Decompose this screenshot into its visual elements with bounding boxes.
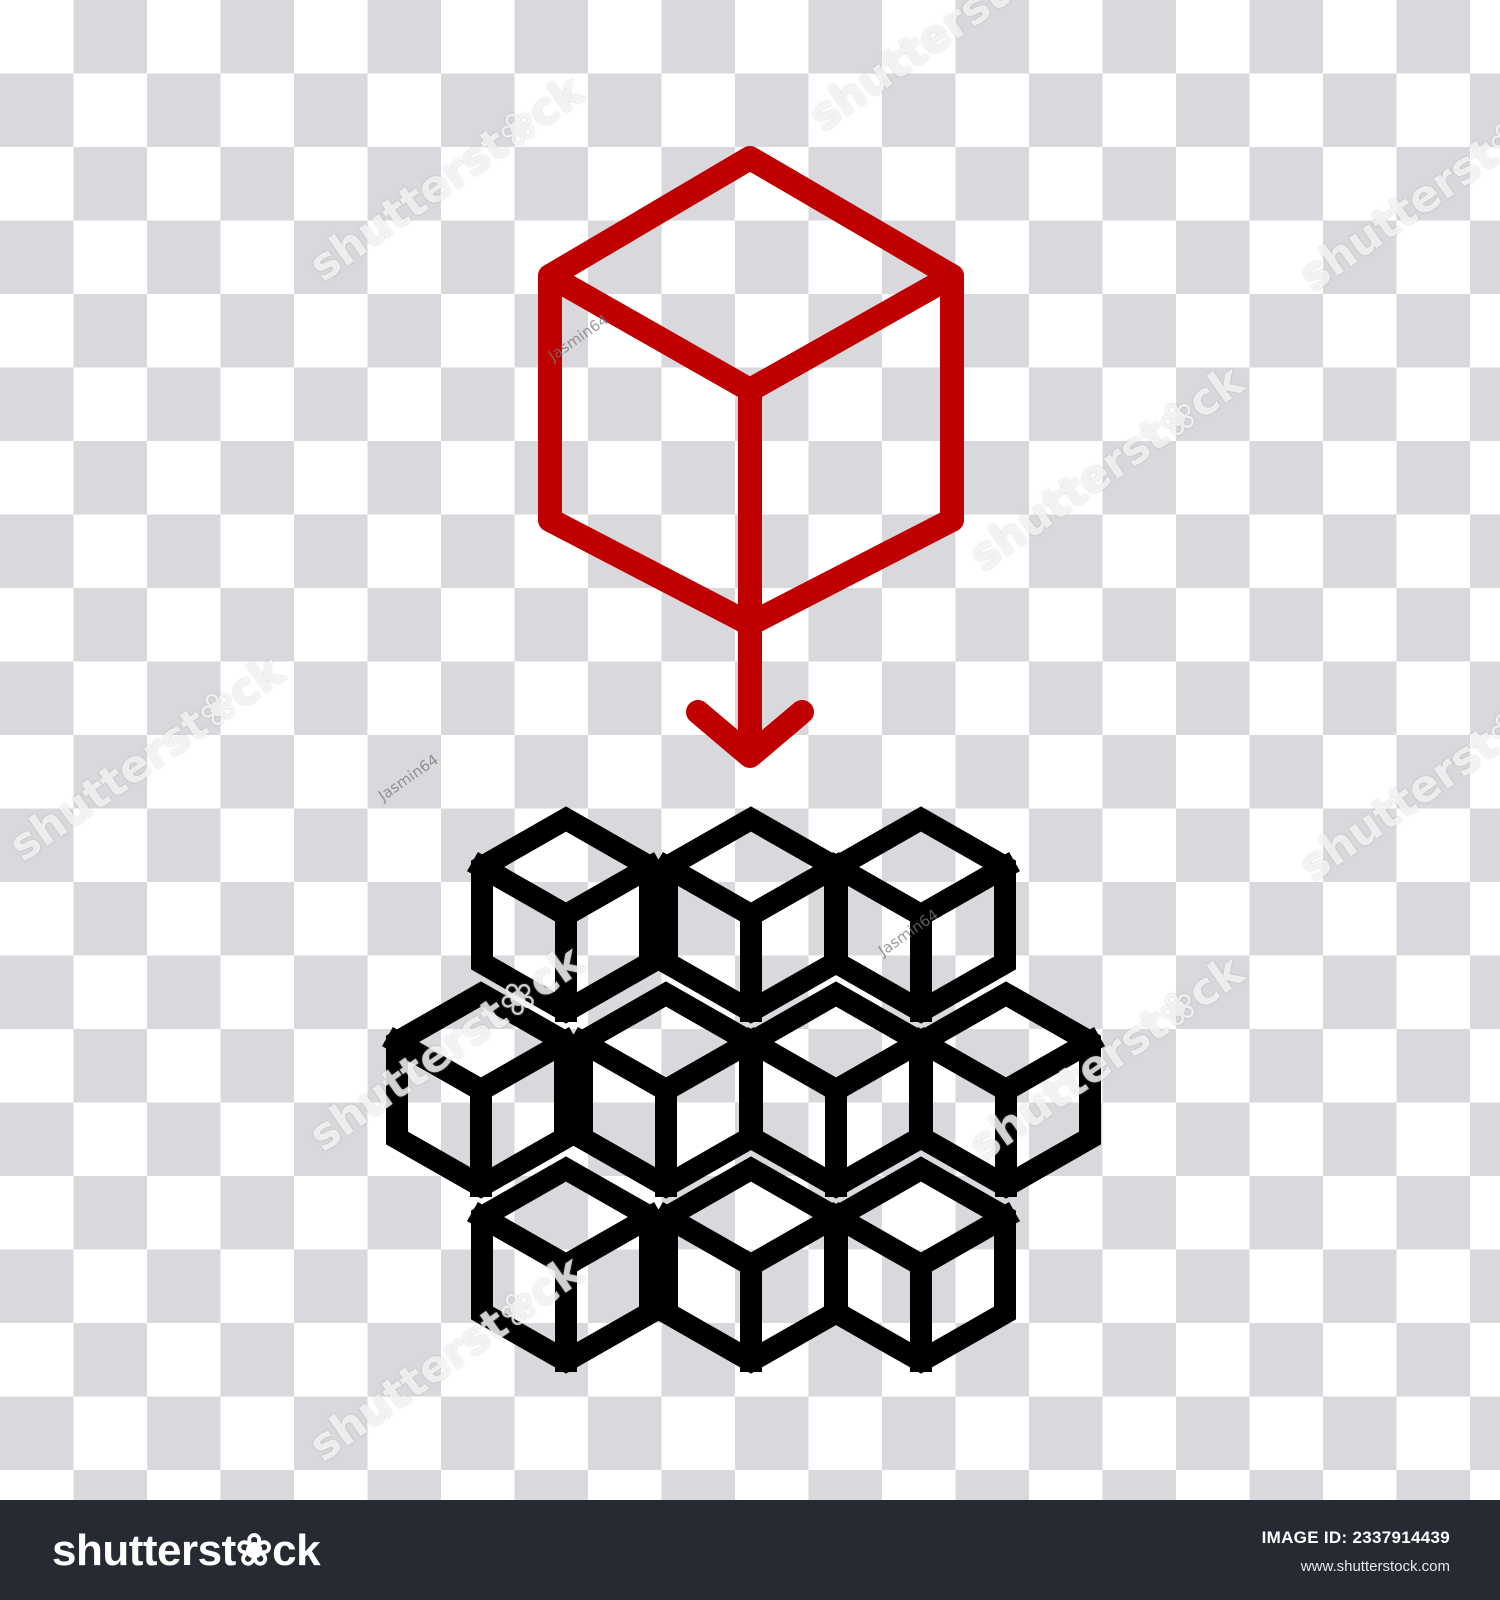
shutterstock-logo: shutterst❀ck: [52, 1526, 321, 1575]
arrow-down-icon: [686, 612, 814, 768]
single-cube-icon: [538, 146, 964, 636]
footer-bar: shutterst❀ck IMAGE ID: 2337914439 www.sh…: [0, 1500, 1500, 1600]
cube-cluster-icon: [381, 806, 1106, 1374]
image-id-label: IMAGE ID: 2337914439: [1261, 1528, 1450, 1547]
artwork: [381, 146, 1106, 1374]
site-url: www.shutterstock.com: [1300, 1558, 1450, 1575]
